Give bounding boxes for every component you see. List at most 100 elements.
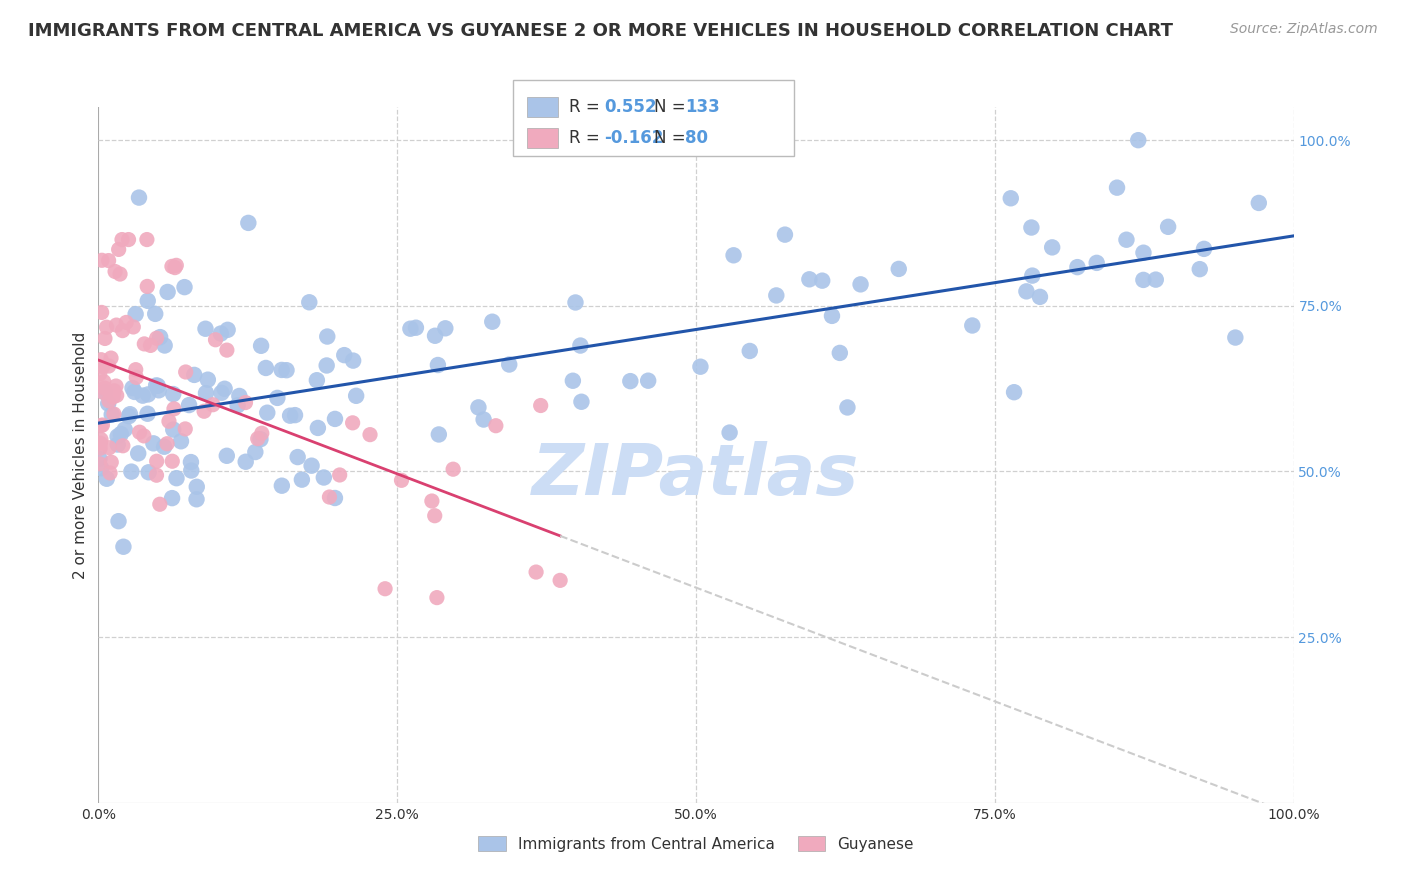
Point bbox=[162, 387, 184, 401]
Point bbox=[1105, 180, 1128, 194]
Point bbox=[112, 540, 135, 554]
Point bbox=[315, 359, 337, 373]
Point bbox=[318, 490, 340, 504]
Point bbox=[485, 418, 508, 433]
Text: R =: R = bbox=[569, 98, 606, 116]
Point bbox=[90, 305, 112, 319]
Point bbox=[1015, 285, 1038, 299]
Point bbox=[162, 454, 184, 468]
Point bbox=[128, 191, 150, 205]
Point bbox=[423, 328, 446, 343]
Point bbox=[1040, 240, 1063, 254]
Point bbox=[90, 461, 112, 475]
Point bbox=[245, 445, 267, 459]
Point bbox=[278, 409, 301, 423]
Legend: Immigrants from Central America, Guyanese: Immigrants from Central America, Guyanes… bbox=[472, 830, 920, 858]
Point bbox=[498, 358, 520, 372]
Point bbox=[107, 429, 129, 443]
Point bbox=[165, 258, 187, 272]
Point bbox=[434, 321, 457, 335]
Point bbox=[162, 423, 184, 437]
Point bbox=[405, 320, 427, 334]
Point bbox=[145, 331, 167, 345]
Point bbox=[254, 361, 277, 376]
Point bbox=[765, 288, 787, 302]
Point bbox=[887, 261, 910, 276]
Point bbox=[124, 384, 146, 399]
Point bbox=[157, 414, 180, 428]
Point bbox=[134, 337, 156, 351]
Point bbox=[194, 322, 217, 336]
Point bbox=[738, 343, 761, 358]
Point bbox=[193, 404, 215, 418]
Point bbox=[228, 389, 250, 403]
Point bbox=[298, 295, 321, 310]
Point bbox=[427, 427, 450, 442]
Point bbox=[1225, 330, 1247, 344]
Point bbox=[127, 446, 149, 460]
Point bbox=[110, 427, 132, 442]
Point bbox=[174, 422, 197, 436]
Point bbox=[266, 391, 288, 405]
Point bbox=[342, 416, 364, 430]
Point bbox=[163, 260, 186, 275]
Point bbox=[98, 441, 121, 455]
Point bbox=[1029, 290, 1052, 304]
Point bbox=[173, 280, 195, 294]
Point bbox=[89, 367, 111, 381]
Text: R =: R = bbox=[569, 129, 606, 147]
Point bbox=[149, 330, 172, 344]
Point bbox=[98, 466, 121, 480]
Point bbox=[250, 339, 273, 353]
Point bbox=[135, 233, 157, 247]
Point bbox=[270, 479, 292, 493]
Text: IMMIGRANTS FROM CENTRAL AMERICA VS GUYANESE 2 OR MORE VEHICLES IN HOUSEHOLD CORR: IMMIGRANTS FROM CENTRAL AMERICA VS GUYAN… bbox=[28, 22, 1173, 40]
Point bbox=[217, 323, 239, 337]
Point bbox=[132, 429, 155, 443]
Point bbox=[689, 359, 711, 374]
Point bbox=[90, 418, 112, 433]
Point bbox=[104, 264, 127, 278]
Point bbox=[100, 408, 122, 422]
Point bbox=[1115, 233, 1137, 247]
Point bbox=[107, 437, 129, 451]
Point bbox=[637, 374, 659, 388]
Point bbox=[329, 467, 352, 482]
Point bbox=[561, 374, 583, 388]
Point bbox=[128, 425, 150, 440]
Point bbox=[619, 374, 641, 388]
Point bbox=[548, 574, 571, 588]
Point bbox=[122, 320, 145, 334]
Point bbox=[186, 492, 208, 507]
Point bbox=[100, 455, 122, 469]
Point bbox=[93, 375, 115, 389]
Point bbox=[316, 329, 339, 343]
Point bbox=[90, 352, 112, 367]
Point bbox=[148, 384, 170, 398]
Point bbox=[250, 426, 273, 441]
Point bbox=[160, 260, 183, 274]
Point bbox=[111, 439, 134, 453]
Point bbox=[90, 433, 112, 447]
Point bbox=[344, 389, 367, 403]
Point bbox=[291, 473, 314, 487]
Point bbox=[170, 434, 193, 449]
Point bbox=[359, 427, 381, 442]
Point bbox=[177, 398, 200, 412]
Point bbox=[323, 491, 346, 505]
Point bbox=[183, 368, 205, 382]
Point bbox=[105, 388, 128, 402]
Point bbox=[136, 387, 159, 401]
Point bbox=[215, 449, 238, 463]
Point bbox=[101, 390, 124, 404]
Point bbox=[1066, 260, 1088, 274]
Point bbox=[1144, 272, 1167, 286]
Point bbox=[441, 462, 464, 476]
Text: ZIPatlas: ZIPatlas bbox=[533, 442, 859, 510]
Point bbox=[90, 253, 112, 268]
Point bbox=[1192, 242, 1215, 256]
Point bbox=[111, 324, 134, 338]
Point bbox=[1188, 262, 1211, 277]
Point bbox=[89, 451, 111, 466]
Text: 80: 80 bbox=[685, 129, 707, 147]
